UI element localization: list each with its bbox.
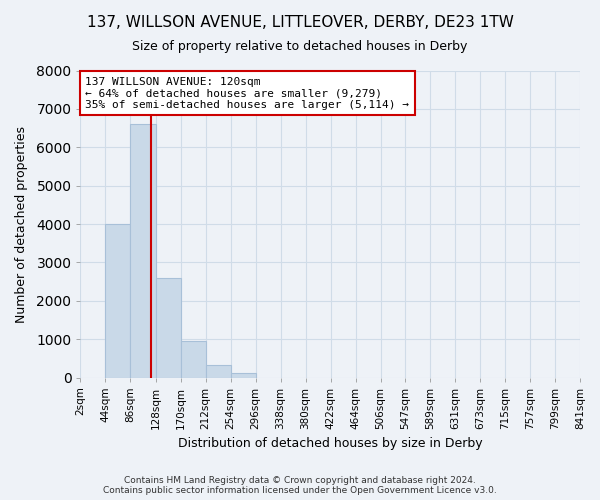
Bar [206,365,230,378]
Text: 137 WILLSON AVENUE: 120sqm
← 64% of detached houses are smaller (9,279)
35% of s: 137 WILLSON AVENUE: 120sqm ← 64% of deta… [85,76,409,110]
Bar [181,341,206,378]
Bar [230,372,256,378]
Text: Contains HM Land Registry data © Crown copyright and database right 2024.
Contai: Contains HM Land Registry data © Crown c… [103,476,497,495]
Text: 137, WILLSON AVENUE, LITTLEOVER, DERBY, DE23 1TW: 137, WILLSON AVENUE, LITTLEOVER, DERBY, … [86,15,514,30]
Y-axis label: Number of detached properties: Number of detached properties [15,126,28,322]
Bar [130,124,155,378]
Bar [106,224,130,378]
Bar [155,278,181,378]
X-axis label: Distribution of detached houses by size in Derby: Distribution of detached houses by size … [178,437,482,450]
Text: Size of property relative to detached houses in Derby: Size of property relative to detached ho… [133,40,467,53]
